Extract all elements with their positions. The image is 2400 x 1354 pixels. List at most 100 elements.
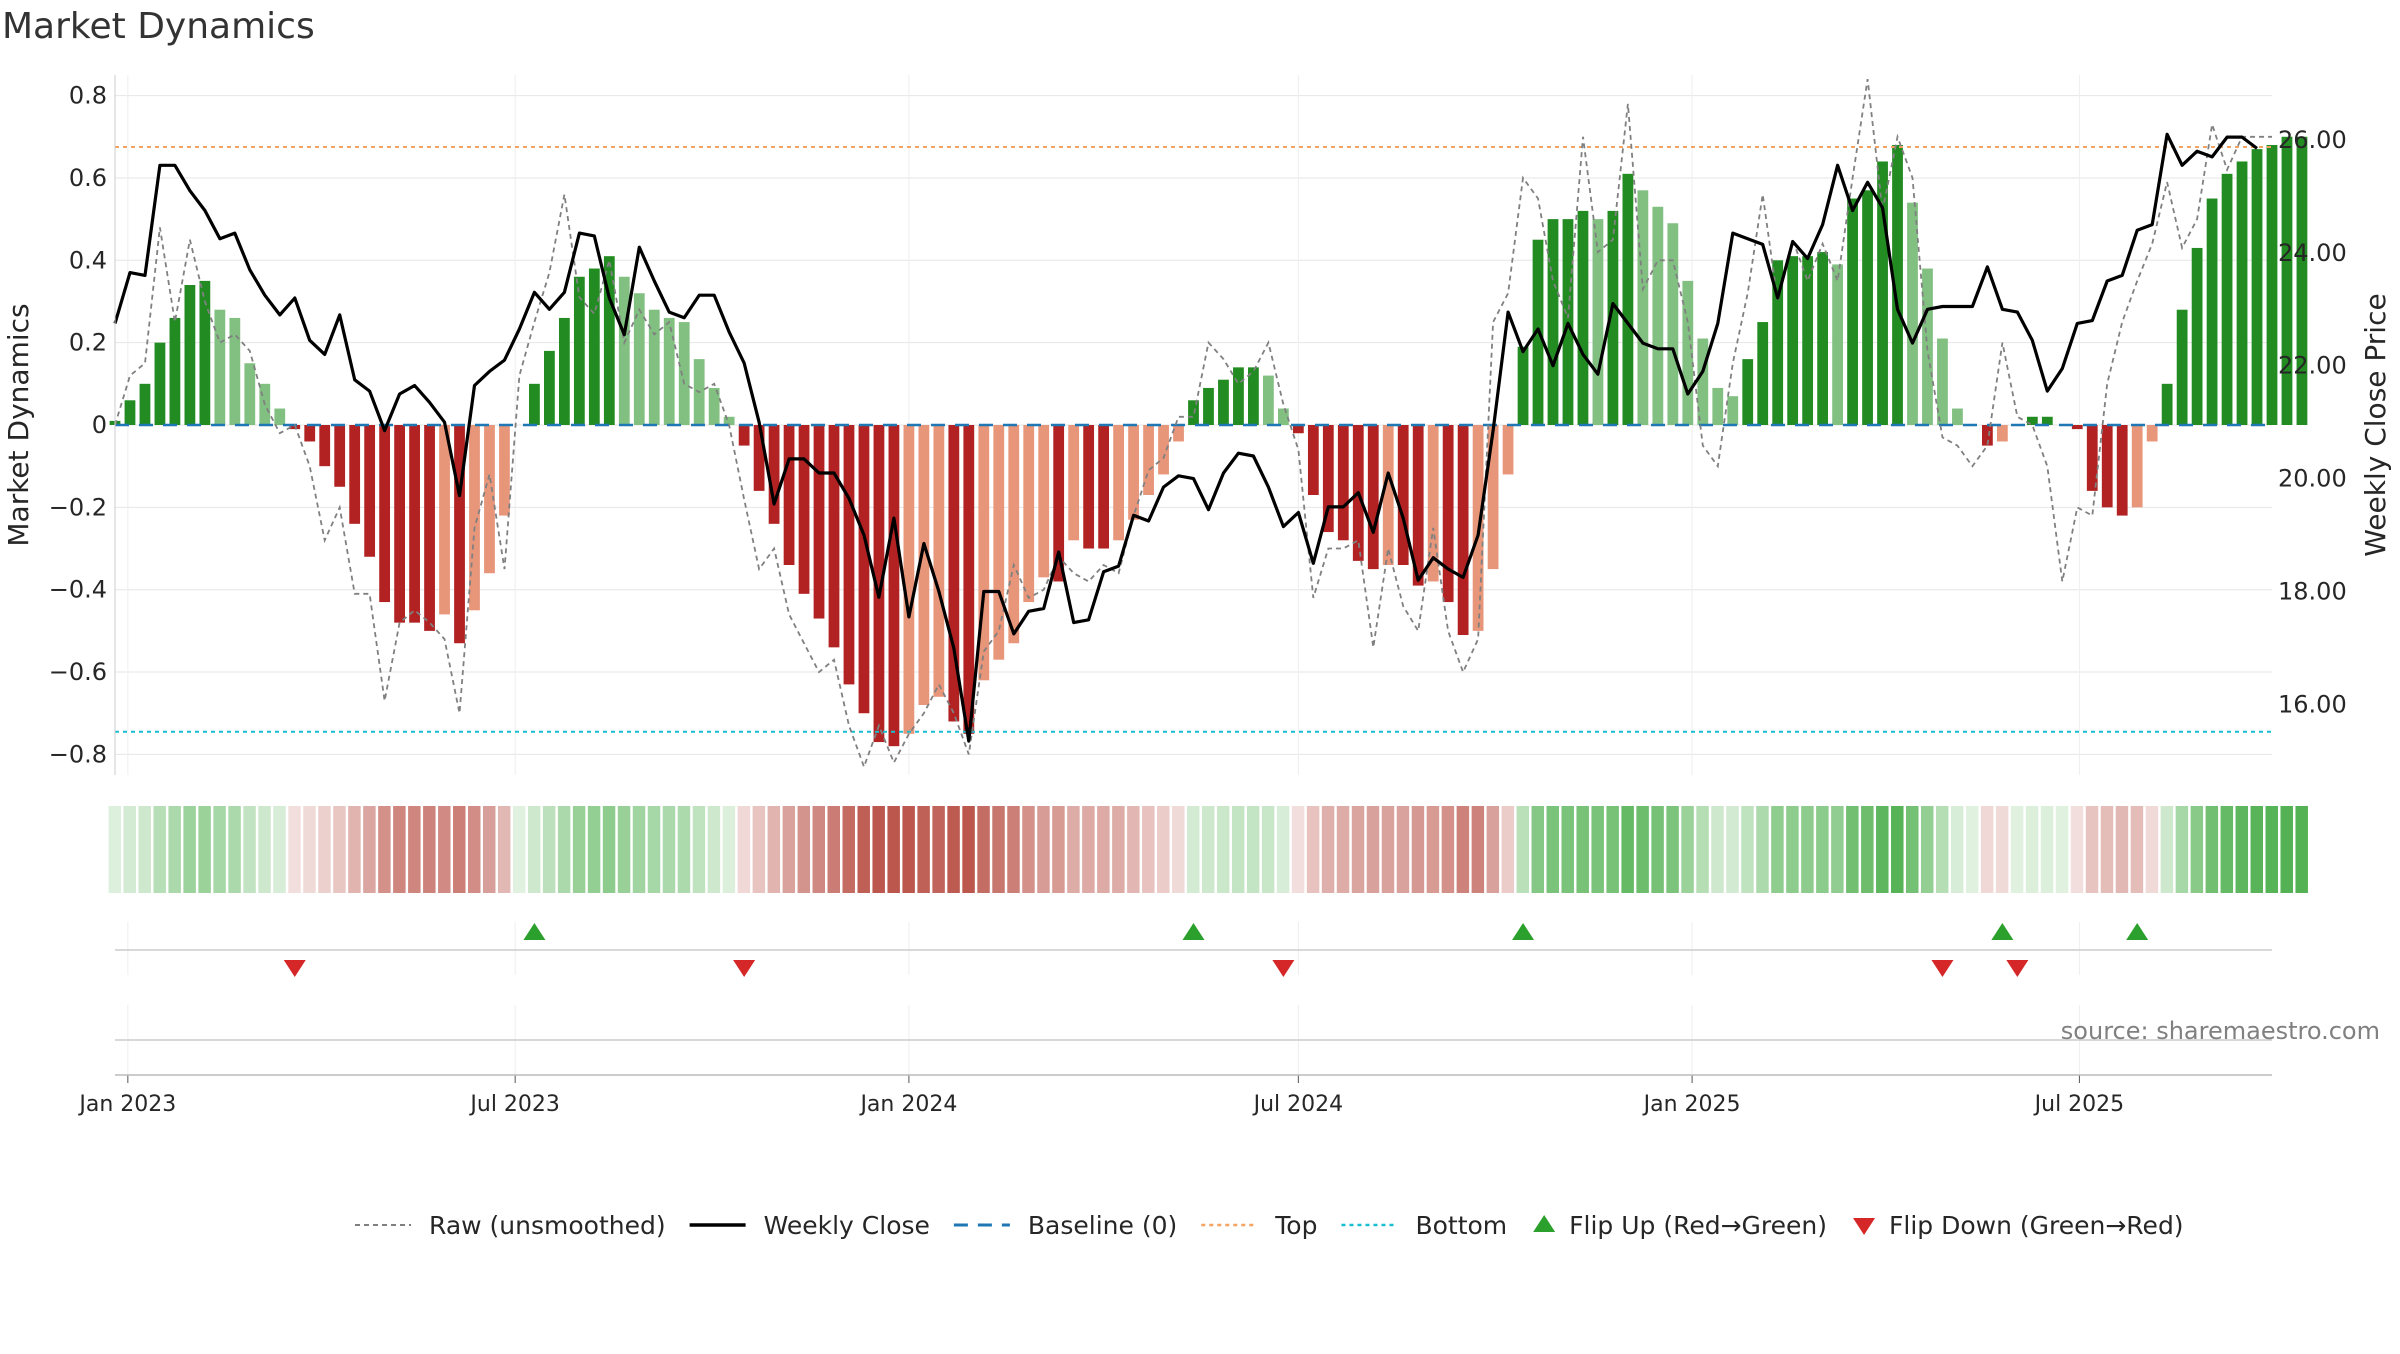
regime-strip-cell — [1426, 806, 1440, 893]
x-tick-label: Jan 2023 — [77, 1092, 176, 1117]
regime-strip-cell — [333, 806, 346, 893]
momentum-bar — [633, 293, 645, 425]
legend-label: Bottom — [1415, 1211, 1507, 1240]
legend-item: Flip Up (Red→Green) — [1533, 1211, 1827, 1240]
legend-item: Flip Down (Green→Red) — [1853, 1211, 2184, 1240]
momentum-bar — [484, 425, 495, 574]
regime-strip-cell — [1846, 806, 1859, 893]
y-tick-label: 0.4 — [69, 246, 107, 274]
momentum-bar — [1427, 425, 1439, 582]
regime-strip-cell — [438, 806, 451, 893]
y-tick-label: 0.8 — [69, 82, 107, 110]
regime-strip-cell — [1037, 806, 1050, 893]
regime-strip-cell — [1576, 806, 1589, 893]
momentum-bar — [1322, 425, 1334, 533]
y-tick-label: −0.2 — [49, 493, 107, 521]
regime-strip-cell — [1666, 806, 1679, 893]
momentum-bar — [828, 425, 840, 648]
momentum-bar — [798, 425, 810, 594]
regime-strip-cell — [363, 806, 376, 893]
momentum-bar — [648, 309, 660, 425]
regime-strip-cell — [108, 806, 121, 893]
momentum-bar — [1862, 190, 1873, 425]
reference-lines-layer — [115, 146, 2272, 733]
regime-strip-cell — [512, 806, 526, 893]
regime-strip-cell — [1876, 806, 1889, 893]
regime-strip-cell — [1831, 806, 1844, 893]
regime-strip-cell — [1681, 806, 1694, 893]
momentum-bar — [199, 280, 211, 425]
regime-strip-cell — [2085, 806, 2099, 893]
regime-strip-cell — [917, 806, 930, 893]
regime-strip-cell — [887, 806, 900, 893]
momentum-bar — [139, 383, 151, 425]
regime-strip-cell — [1516, 806, 1530, 893]
x-tick-label: Jul 2023 — [468, 1092, 560, 1117]
regime-strip-cell — [1112, 806, 1125, 893]
regime-strip-cell — [1351, 806, 1365, 893]
regime-strip-cell — [872, 806, 885, 893]
y2-axis-label: Weekly Close Price — [2359, 293, 2392, 556]
momentum-bar — [1517, 346, 1529, 425]
momentum-bar — [1877, 161, 1888, 425]
momentum-bar — [124, 400, 136, 425]
momentum-bar — [1742, 359, 1754, 425]
regime-strip-cell — [423, 806, 436, 893]
regime-strip-cell — [1531, 806, 1545, 893]
momentum-bar — [813, 425, 825, 619]
momentum-bar — [1577, 210, 1589, 425]
momentum-bar — [1143, 425, 1154, 495]
regime-strip-cell — [1052, 806, 1065, 893]
momentum-bar — [1233, 367, 1244, 425]
momentum-bar — [1277, 408, 1289, 425]
momentum-bar — [1307, 425, 1319, 495]
flip-up-marker — [1991, 923, 2014, 940]
regime-strip-cell — [2130, 806, 2144, 893]
momentum-bar — [1996, 425, 2008, 442]
regime-strip-cell — [1441, 806, 1455, 893]
momentum-bar — [1832, 264, 1843, 425]
regime-strip-cell — [213, 806, 226, 893]
legend-marker-flip-down — [1853, 1218, 1876, 1235]
momentum-bar — [1697, 338, 1709, 425]
momentum-bar — [1637, 190, 1649, 425]
legend-item: Bottom — [1341, 1211, 1507, 1240]
momentum-bar — [154, 342, 166, 425]
momentum-bar — [214, 309, 226, 425]
regime-strip-cell — [1546, 806, 1559, 893]
flip-up-marker — [1512, 923, 1535, 940]
momentum-bar — [963, 425, 975, 734]
flip-down-marker — [1931, 960, 1954, 977]
y-tick-label: 0.2 — [69, 329, 107, 357]
regime-strip-cell — [1246, 806, 1260, 893]
regime-strip-cell — [1187, 806, 1200, 893]
regime-strip-cell — [722, 806, 736, 893]
legend-item: Baseline (0) — [953, 1211, 1177, 1240]
momentum-bar — [1367, 425, 1379, 570]
legend-marker-flip-up — [1533, 1215, 1556, 1232]
regime-strip-cell — [1396, 806, 1410, 893]
legend-label: Baseline (0) — [1028, 1211, 1177, 1240]
momentum-bar — [678, 322, 690, 425]
regime-strip-cell — [1786, 806, 1799, 893]
momentum-bar — [544, 350, 555, 425]
momentum-bar — [1937, 338, 1948, 425]
regime-strip-cell — [1651, 806, 1664, 893]
momentum-bar — [1547, 219, 1559, 425]
momentum-bar — [708, 387, 720, 425]
regime-strip-cell — [378, 806, 391, 893]
momentum-bar — [424, 425, 435, 631]
regime-strip-cell — [1891, 806, 1904, 893]
regime-strip-cell — [497, 806, 511, 893]
regime-strip-cell — [468, 806, 481, 893]
regime-strip-cell — [258, 806, 271, 893]
regime-strip-cell — [1231, 806, 1245, 893]
chart-title: Market Dynamics — [2, 6, 315, 47]
regime-strip-cell — [1935, 806, 1949, 893]
x-tick-label: Jan 2025 — [1642, 1092, 1741, 1117]
momentum-bar — [1263, 375, 1274, 425]
momentum-bar — [1727, 396, 1739, 425]
momentum-bar — [2281, 136, 2293, 425]
momentum-bar — [768, 425, 780, 524]
momentum-bar — [1817, 252, 1829, 425]
